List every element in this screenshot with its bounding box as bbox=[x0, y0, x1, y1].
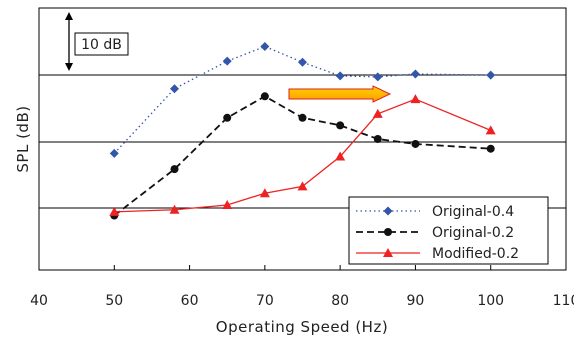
series-line bbox=[113, 45, 491, 154]
shift-arrow bbox=[288, 85, 392, 103]
x-tick-label: 90 bbox=[407, 293, 425, 309]
data-point bbox=[260, 92, 269, 101]
data-point bbox=[485, 125, 496, 135]
scale-bar-label-box bbox=[74, 32, 129, 56]
data-point bbox=[222, 200, 233, 210]
data-point bbox=[335, 151, 346, 161]
series-modified-0-2 bbox=[109, 94, 496, 216]
data-point bbox=[260, 42, 270, 52]
shift-arrow-shape bbox=[288, 85, 392, 103]
data-point bbox=[222, 56, 232, 66]
x-tick-label: 80 bbox=[331, 293, 349, 309]
data-point bbox=[170, 165, 179, 174]
data-point bbox=[223, 113, 232, 122]
series-original-0-2 bbox=[110, 92, 495, 220]
data-point bbox=[298, 57, 307, 67]
legend: Original-0.4 Original-0.2 Modified-0.2 bbox=[348, 196, 549, 265]
data-point bbox=[486, 70, 496, 80]
data-point bbox=[297, 181, 308, 191]
data-point bbox=[169, 204, 180, 214]
data-point bbox=[109, 206, 120, 216]
data-point bbox=[411, 139, 420, 148]
x-axis-title: Operating Speed (Hz) bbox=[216, 318, 388, 336]
x-tick-label: 100 bbox=[477, 293, 504, 309]
x-tick-label: 40 bbox=[30, 293, 48, 309]
series-original-0-4 bbox=[109, 42, 496, 158]
data-point bbox=[373, 72, 383, 82]
scale-bar-label: 10 dB bbox=[81, 37, 122, 53]
scale-bar-arrowhead-down bbox=[65, 63, 73, 71]
data-point bbox=[410, 69, 420, 79]
legend-swatch-marker bbox=[384, 228, 392, 236]
data-point bbox=[336, 121, 345, 130]
x-tick-label: 60 bbox=[181, 293, 199, 309]
data-point bbox=[298, 113, 307, 122]
scale-bar: 10 dB bbox=[65, 12, 129, 71]
data-point bbox=[372, 108, 383, 118]
x-tick-label: 110 bbox=[553, 293, 574, 309]
data-point bbox=[170, 84, 180, 94]
legend-box bbox=[348, 196, 549, 265]
data-point bbox=[109, 148, 119, 158]
x-tick-label: 70 bbox=[256, 293, 274, 309]
legend-label: Modified-0.2 bbox=[432, 246, 519, 262]
y-axis-title: SPL (dB) bbox=[14, 105, 32, 172]
data-point bbox=[410, 94, 421, 104]
data-point bbox=[373, 135, 382, 143]
data-point bbox=[486, 144, 495, 153]
data-point bbox=[335, 71, 345, 81]
legend-swatch-marker bbox=[383, 206, 393, 216]
x-axis-ticks: 40 50 60 70 80 90 100 110 bbox=[30, 265, 574, 309]
legend-label: Original-0.4 bbox=[432, 204, 514, 220]
data-point bbox=[259, 188, 270, 198]
legend-swatch-marker bbox=[383, 248, 393, 257]
scale-bar-arrowhead-up bbox=[65, 12, 73, 20]
series-layer bbox=[109, 42, 496, 220]
legend-label: Original-0.2 bbox=[432, 225, 514, 241]
x-tick-label: 50 bbox=[105, 293, 123, 309]
